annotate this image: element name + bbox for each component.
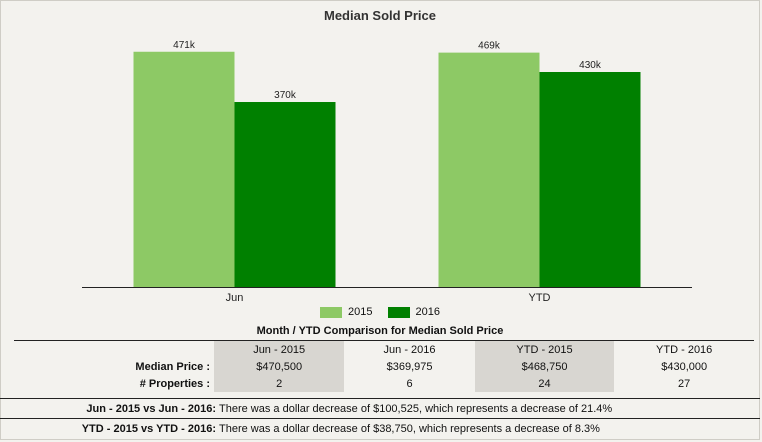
data-label-ytd-2015: 469k <box>478 41 501 52</box>
table-header-row: Jun - 2015 Jun - 2016 YTD - 2015 YTD - 2… <box>14 340 754 358</box>
cell-props-jun-2016: 6 <box>406 377 413 390</box>
legend-swatch-2016 <box>387 306 410 318</box>
header-blank <box>14 340 214 358</box>
data-label-jun-2016: 370k <box>274 90 297 101</box>
legend-swatch-2015 <box>319 306 342 318</box>
summary-line-ytd: YTD - 2015 vs YTD - 2016: There was a dol… <box>0 418 760 439</box>
legend-label-2015: 2015 <box>347 306 373 319</box>
table-title: Month / YTD Comparison for Median Sold P… <box>256 325 504 337</box>
bar-ytd-2016[interactable] <box>539 72 641 287</box>
summary-label-ytd: YTD - 2015 vs YTD - 2016: <box>81 423 216 435</box>
comparison-table: Jun - 2015 Jun - 2016 YTD - 2015 YTD - 2… <box>14 340 754 392</box>
data-label-jun-2015: 471k <box>173 40 196 51</box>
col-header-jun-2016: Jun - 2016 <box>344 340 475 358</box>
category-label-jun: Jun <box>226 292 244 304</box>
col-header-jun-2015: Jun - 2015 <box>214 340 345 358</box>
chart-title: Median Sold Price <box>324 8 436 23</box>
cell-median-jun-2016: $369,975 <box>386 360 433 373</box>
legend: 2015 2016 <box>0 306 760 318</box>
cell-props-ytd-2016: 27 <box>678 377 691 390</box>
table-row: # Properties : 2 6 24 27 <box>14 375 754 392</box>
data-label-ytd-2016: 430k <box>579 60 602 71</box>
bar-chart: 471k 370k 469k 430k Jun YTD <box>82 40 692 304</box>
summary-text-ytd: There was a dollar decrease of $38,750, … <box>219 423 600 435</box>
cell-median-jun-2015: $470,500 <box>214 358 345 375</box>
legend-item-2015[interactable]: 2015 <box>319 306 373 319</box>
summary-line-jun: Jun - 2015 vs Jun - 2016: There was a dol… <box>0 398 760 419</box>
summary-text-jun: There was a dollar decrease of $100,525,… <box>219 403 613 415</box>
category-label-ytd: YTD <box>529 292 551 304</box>
col-header-ytd-2016: YTD - 2016 <box>614 340 754 358</box>
summary-label-jun: Jun - 2015 vs Jun - 2016: <box>86 403 216 415</box>
cell-props-jun-2015: 2 <box>214 375 345 392</box>
bar-jun-2016[interactable] <box>234 102 336 287</box>
bar-ytd-2015[interactable] <box>438 52 540 287</box>
table-row: Median Price : $470,500 $369,975 $468,75… <box>14 358 754 375</box>
col-header-ytd-2015: YTD - 2015 <box>474 340 615 358</box>
cell-median-ytd-2016: $430,000 <box>661 360 708 373</box>
cell-props-ytd-2015: 24 <box>474 375 615 392</box>
bar-jun-2015[interactable] <box>133 51 235 287</box>
row-label-median-price: Median Price : <box>135 360 210 373</box>
legend-label-2016: 2016 <box>415 306 441 319</box>
cell-median-ytd-2015: $468,750 <box>474 358 615 375</box>
legend-item-2016[interactable]: 2016 <box>387 306 441 319</box>
row-label-properties: # Properties : <box>139 377 210 390</box>
